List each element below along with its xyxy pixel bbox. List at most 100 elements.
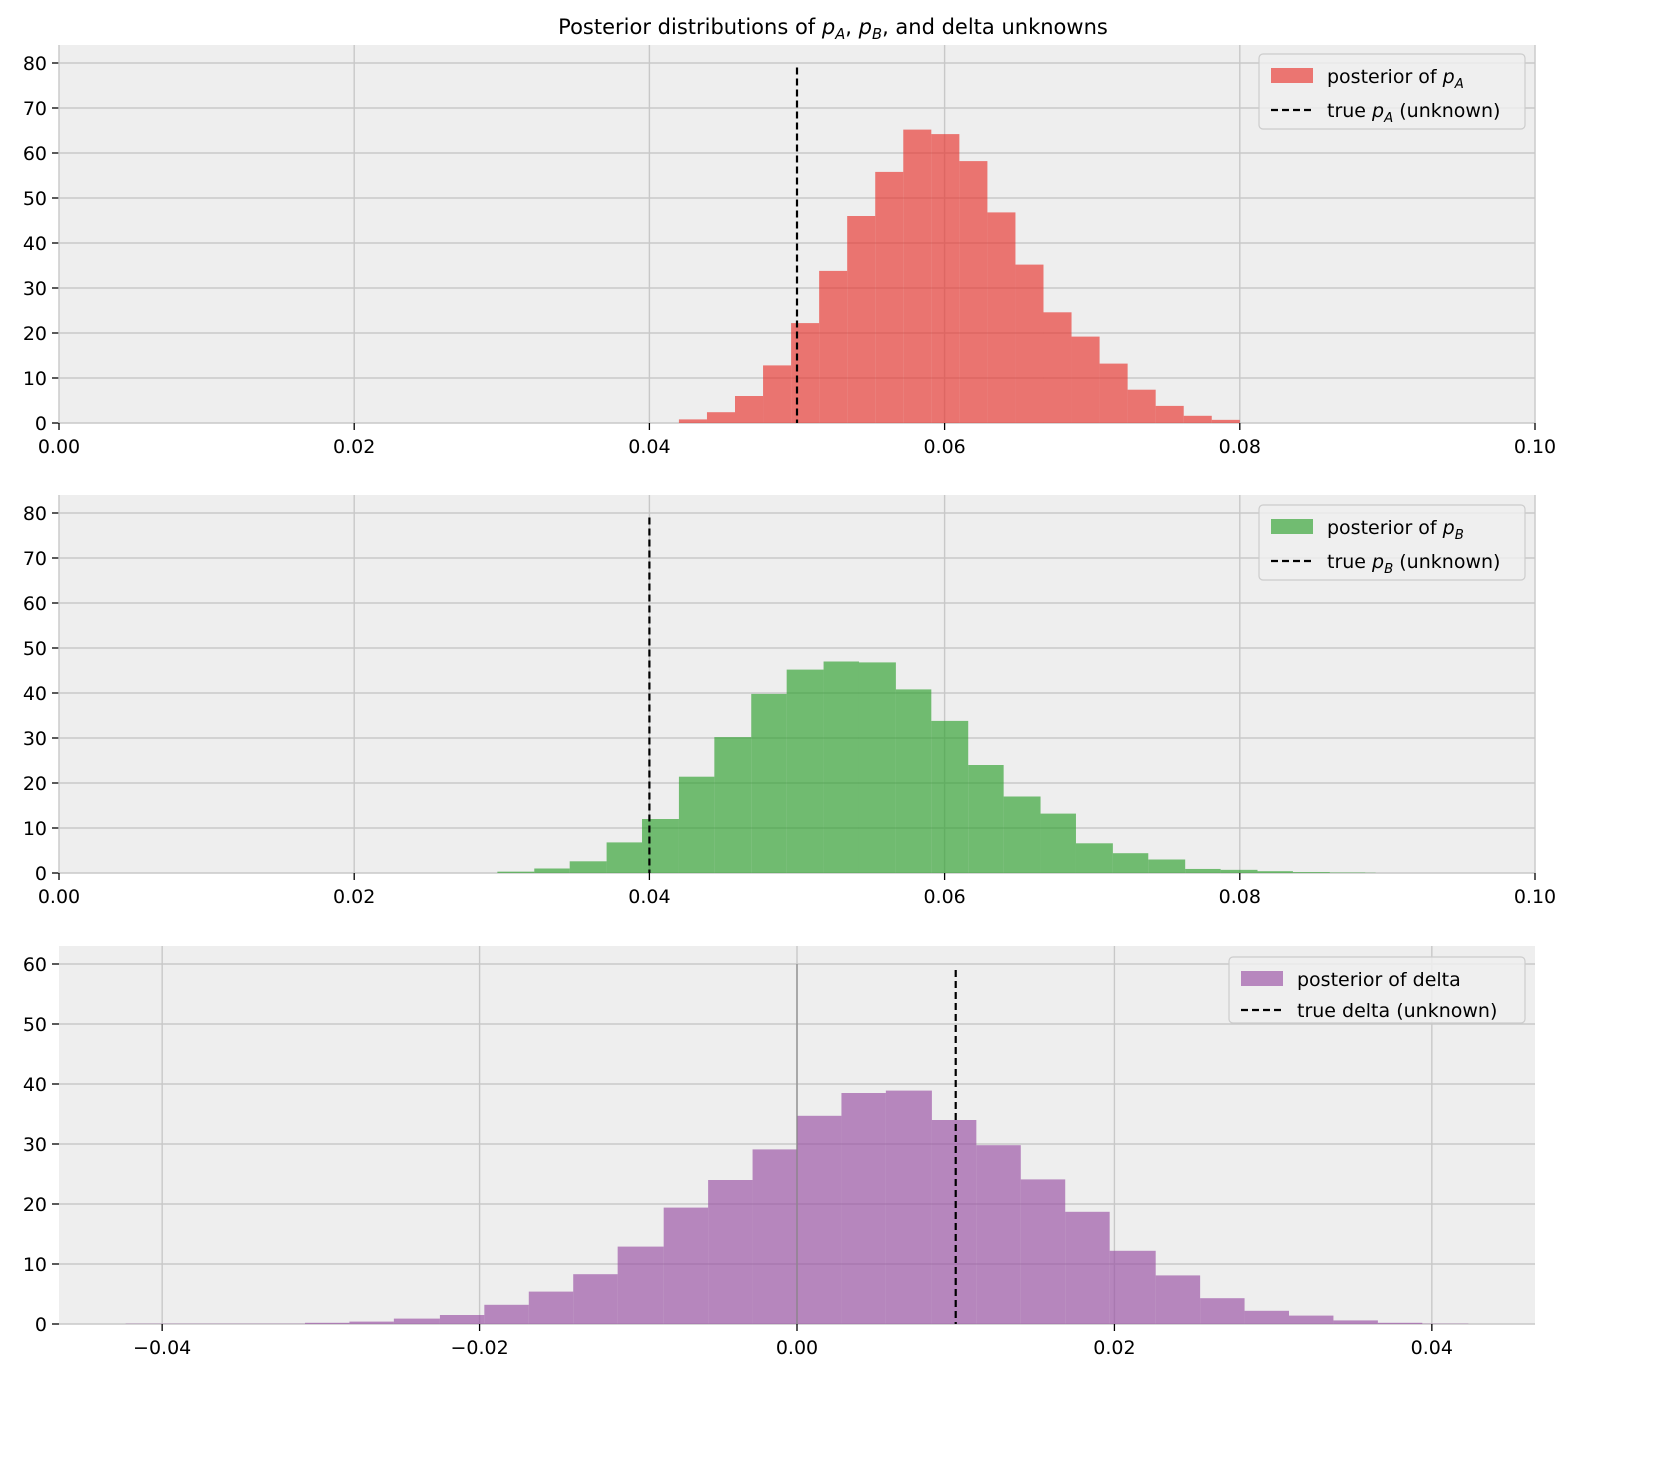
histogram-bar xyxy=(642,819,679,873)
histogram-bar xyxy=(1292,872,1330,873)
x-tick-label: 0.00 xyxy=(776,1337,818,1359)
y-tick-label: 30 xyxy=(23,278,47,300)
legend-swatch xyxy=(1271,519,1313,534)
y-tick-label: 10 xyxy=(23,368,47,390)
histogram-bar xyxy=(528,1291,574,1324)
y-tick-label: 60 xyxy=(23,143,47,165)
legend-label: posterior of delta xyxy=(1297,969,1461,991)
y-tick-label: 40 xyxy=(23,233,47,255)
histogram-bar xyxy=(763,365,792,423)
histogram-bar xyxy=(1148,859,1186,873)
histogram-bar xyxy=(1257,871,1293,873)
histogram-bar xyxy=(885,1090,932,1324)
histogram-bar xyxy=(1183,415,1212,423)
legend-label: true pA​ (unknown) xyxy=(1327,100,1500,126)
y-tick-label: 50 xyxy=(23,638,47,660)
x-tick-label: 0.02 xyxy=(333,436,375,458)
histogram-bar xyxy=(931,134,960,423)
x-tick-label: 0.00 xyxy=(38,436,80,458)
x-tick-label: 0.06 xyxy=(923,436,965,458)
histogram-bar xyxy=(931,720,969,873)
legend-label: true delta (unknown) xyxy=(1297,1000,1497,1022)
histogram-bar xyxy=(968,765,1004,873)
x-tick-label: 0.10 xyxy=(1514,436,1556,458)
y-tick-label: 40 xyxy=(23,683,47,705)
histogram-bar xyxy=(1127,389,1156,423)
x-tick-label: 0.08 xyxy=(1219,436,1261,458)
histogram-bar xyxy=(393,1318,440,1324)
y-tick-label: 20 xyxy=(23,1194,47,1216)
y-tick-label: 40 xyxy=(23,1074,47,1096)
histogram-bar xyxy=(1211,419,1240,423)
histogram-bar xyxy=(573,1274,618,1324)
histogram-bar xyxy=(1185,868,1221,873)
histogram-bar xyxy=(678,776,715,873)
histogram-bar xyxy=(1015,264,1044,423)
legend-label: posterior of pA​ xyxy=(1327,66,1464,92)
y-tick-label: 50 xyxy=(23,188,47,210)
y-tick-label: 10 xyxy=(23,1254,47,1276)
x-tick-label: 0.04 xyxy=(628,436,670,458)
histogram-bar xyxy=(819,270,848,423)
y-tick-label: 60 xyxy=(23,954,47,976)
x-tick-label: 0.04 xyxy=(628,886,670,908)
legend-swatch xyxy=(1271,68,1313,83)
legend-label: true pB​ (unknown) xyxy=(1327,551,1500,577)
histogram-bar xyxy=(617,1246,664,1324)
panel-delta: 0 10 20 30 40 50 60 −0.04 −0.02 0.00 0.02 0.04 poste… xyxy=(23,946,1535,1359)
histogram-bar xyxy=(708,1180,753,1324)
y-tick-label: 70 xyxy=(23,548,47,570)
histogram-bar xyxy=(1244,1310,1289,1324)
y-tick-label: 0 xyxy=(35,863,47,885)
histogram-bar xyxy=(1289,1315,1334,1324)
histogram-bar xyxy=(987,212,1016,423)
histogram-bar xyxy=(534,868,570,873)
y-tick-label: 20 xyxy=(23,323,47,345)
histogram-bar xyxy=(841,1093,886,1324)
histogram-bar xyxy=(1020,1179,1066,1324)
histogram-bar xyxy=(797,1115,842,1324)
histogram-bar xyxy=(895,689,932,873)
histogram-bar xyxy=(714,737,752,873)
histogram-bar xyxy=(1075,843,1113,873)
histogram-bar xyxy=(903,129,932,423)
histogram-bar xyxy=(791,323,820,423)
histogram-bar xyxy=(1155,405,1184,423)
panel-pb: 0 10 20 30 40 50 60 70 80 0.00 0.02 0.04 0.06 0.08 0.1… xyxy=(23,495,1556,908)
legend-box xyxy=(1228,956,1526,1024)
y-tick-label: 30 xyxy=(23,728,47,750)
x-tick-label: 0.02 xyxy=(333,886,375,908)
histogram-bar xyxy=(1220,869,1258,873)
histogram-bar xyxy=(1112,853,1149,873)
histogram-bar xyxy=(1377,1322,1423,1324)
y-tick-label: 50 xyxy=(23,1014,47,1036)
histogram-bar xyxy=(786,669,824,873)
histogram-bar xyxy=(1071,336,1100,423)
y-tick-label: 20 xyxy=(23,773,47,795)
histogram-bar xyxy=(1333,1320,1378,1324)
histogram-bar xyxy=(875,171,904,423)
histogram-bar xyxy=(1109,1250,1156,1324)
histogram-bar xyxy=(569,861,607,873)
histogram-bar xyxy=(1043,312,1072,423)
histogram-bar xyxy=(931,1120,977,1324)
histogram-bar xyxy=(663,1207,709,1324)
histogram-bar xyxy=(439,1315,485,1324)
y-tick-label: 80 xyxy=(23,53,47,75)
histogram-bar xyxy=(735,396,764,423)
y-tick-label: 0 xyxy=(35,1314,47,1336)
legend-box xyxy=(1258,504,1526,581)
histogram-bar xyxy=(678,419,707,423)
y-tick-label: 70 xyxy=(23,98,47,120)
histogram-bar xyxy=(751,693,787,873)
histogram-bar xyxy=(1155,1275,1201,1324)
histogram-bar xyxy=(497,871,535,873)
panel-pa: 0 10 20 30 40 50 60 70 80 0.00 0.02 0.04 0.06 0.08 0.1… xyxy=(23,45,1556,458)
figure-title: Posterior distributions of pA​, pB​, and… xyxy=(558,15,1108,43)
x-tick-label: −0.02 xyxy=(450,1337,508,1359)
histogram-bar xyxy=(1040,813,1076,873)
x-tick-label: 0.00 xyxy=(38,886,80,908)
histogram-bar xyxy=(1099,363,1128,423)
x-tick-label: 0.08 xyxy=(1219,886,1261,908)
histogram-bar xyxy=(305,1322,350,1324)
